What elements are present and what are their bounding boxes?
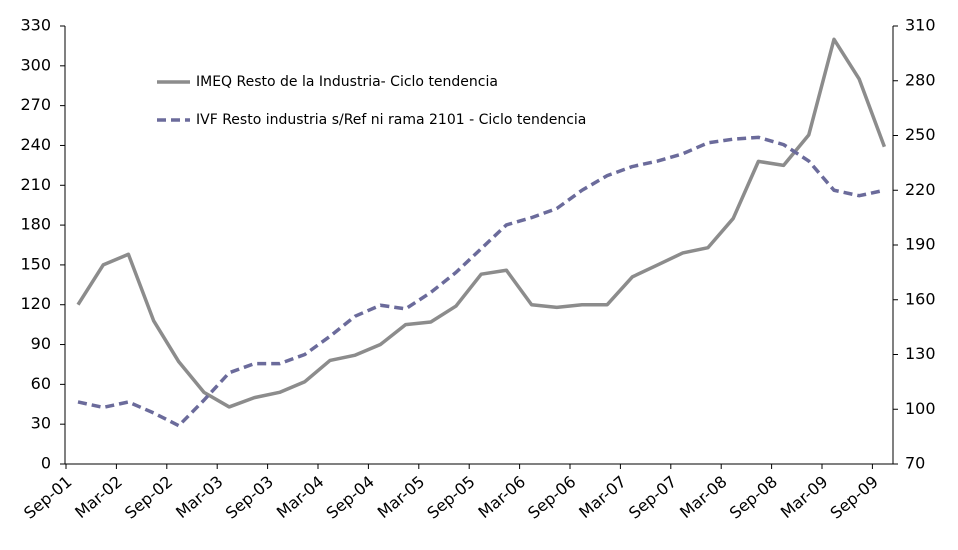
x-tick-label: Sep-05 [423,472,478,523]
x-tick-label: Sep-03 [222,472,277,523]
y-tick-label: 240 [20,135,51,154]
y-tick-label: 210 [20,175,51,194]
x-tick-label: Sep-04 [323,472,378,523]
x-tick-label: Sep-09 [827,472,882,523]
y-tick-label: 180 [20,215,51,234]
x-tick-label: Mar-04 [273,472,328,522]
x-tick-label: Mar-03 [172,472,227,522]
y-tick-label: 30 [31,414,51,433]
x-tick-label: Mar-09 [777,472,832,522]
y-tick-label: 300 [20,55,51,74]
y2-tick-label: 70 [905,454,925,473]
y-tick-label: 60 [31,374,51,393]
x-tick-label: Sep-01 [20,472,75,523]
x-tick-label: Sep-06 [524,472,579,523]
y2-tick-label: 160 [905,289,936,308]
y2-tick-label: 100 [905,399,936,418]
x-tick-label: Mar-02 [71,472,126,522]
y-tick-label: 90 [31,334,51,353]
y-tick-label: 270 [20,95,51,114]
legend-label: IMEQ Resto de la Industria- Ciclo tenden… [196,74,498,90]
x-tick-label: Sep-08 [726,472,781,523]
legend-label: IVF Resto industria s/Ref ni rama 2101 -… [196,112,586,128]
x-tick-label: Mar-08 [676,472,731,522]
y2-tick-label: 130 [905,344,936,363]
x-tick-label: Mar-05 [374,472,429,522]
y-tick-label: 330 [20,16,51,35]
series-line [76,37,887,409]
x-tick-label: Sep-07 [625,472,680,523]
x-tick-label: Mar-07 [575,472,630,522]
y2-tick-label: 220 [905,180,936,199]
y2-tick-label: 280 [905,70,936,89]
x-tick-label: Mar-06 [474,472,529,522]
x-tick-label: Sep-02 [121,472,176,523]
y-tick-label: 120 [20,294,51,313]
series-line [77,135,885,428]
y-tick-label: 0 [41,454,51,473]
y2-tick-label: 250 [905,125,936,144]
y2-tick-label: 190 [905,235,936,254]
y2-tick-label: 310 [905,16,936,35]
y-tick-label: 150 [20,254,51,273]
